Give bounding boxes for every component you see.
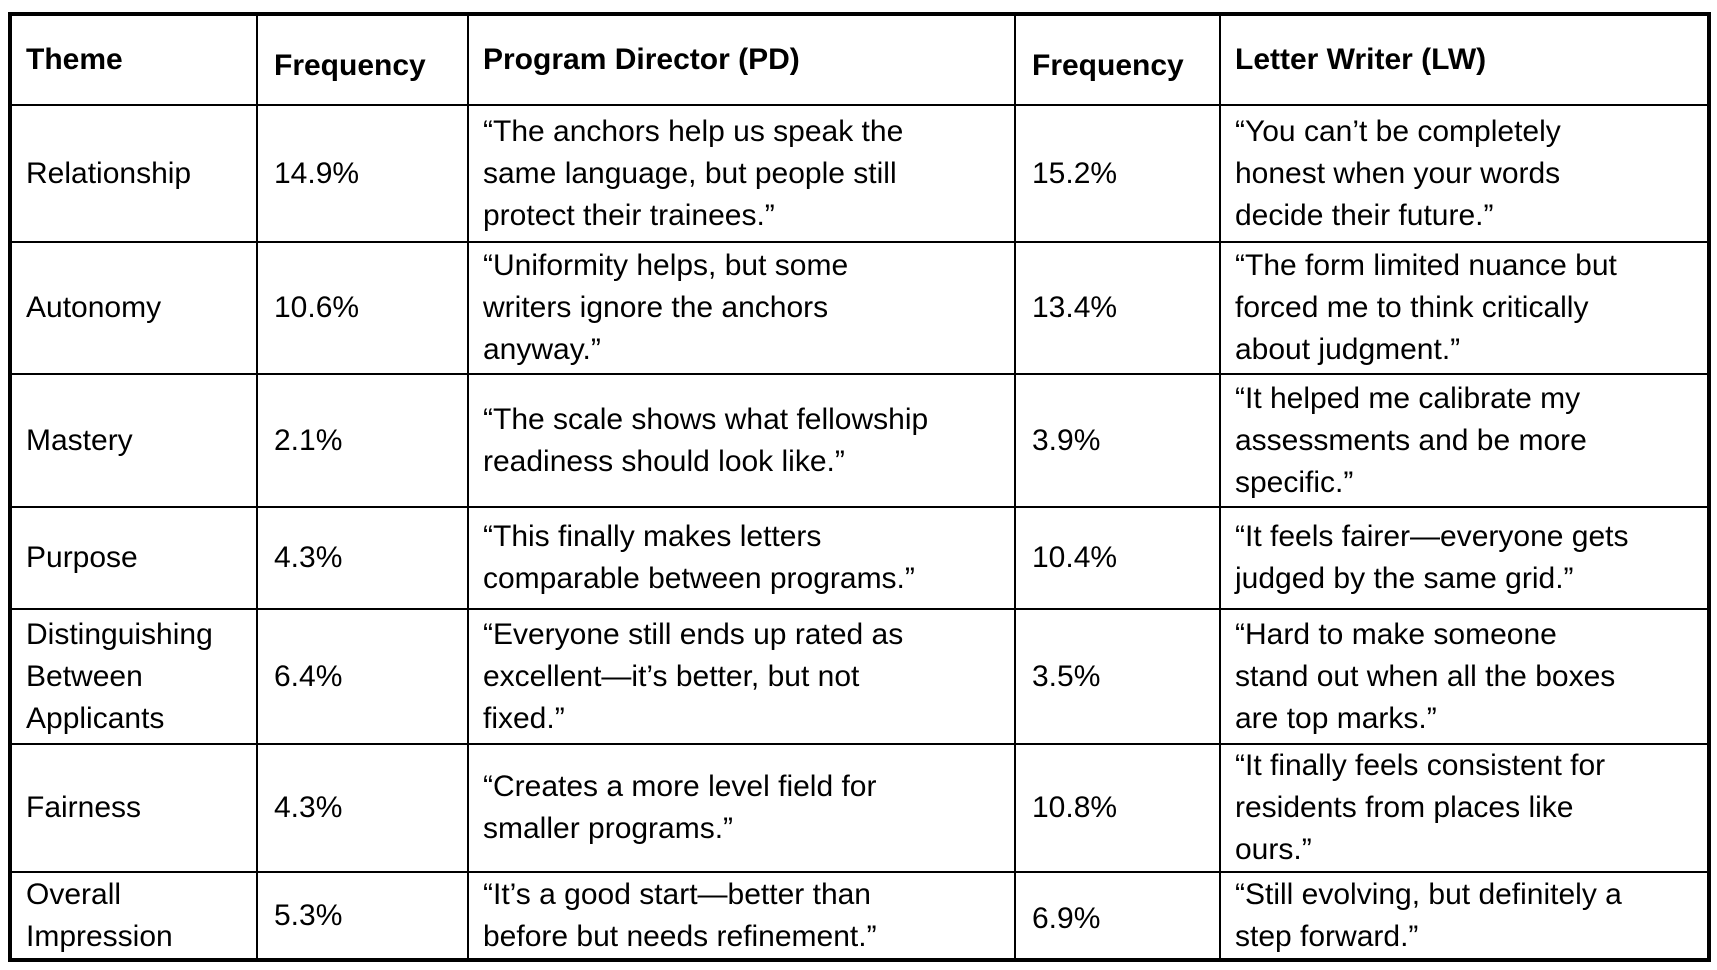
table-row-overall-impression: Overall Impression 5.3% “It’s a good sta…	[9, 871, 1710, 961]
lw-quote-cell: “It finally feels consistent for residen…	[1219, 743, 1710, 873]
lw-frequency-cell: 15.2%	[1014, 104, 1221, 243]
lw-quote-cell: “Still evolving, but definitely a step f…	[1219, 871, 1710, 961]
table-header-row: Theme Frequency Program Director (PD) Fr…	[9, 13, 1710, 106]
table-row-fairness: Fairness 4.3% “Creates a more level fiel…	[9, 743, 1710, 873]
table-row-autonomy: Autonomy 10.6% “Uniformity helps, but so…	[9, 241, 1710, 375]
pd-quote-cell: “Uniformity helps, but some writers igno…	[467, 241, 1016, 375]
pd-frequency-cell: 4.3%	[256, 506, 469, 610]
header-program-director: Program Director (PD)	[467, 13, 1016, 106]
lw-quote-cell: “It feels fairer—everyone gets judged by…	[1219, 506, 1710, 610]
pd-frequency-cell: 10.6%	[256, 241, 469, 375]
table-row-relationship: Relationship 14.9% “The anchors help us …	[9, 104, 1710, 243]
theme-cell: Autonomy	[9, 241, 258, 375]
header-letter-writer: Letter Writer (LW)	[1219, 13, 1710, 106]
theme-cell: Mastery	[9, 373, 258, 508]
themes-frequency-quotes-table: Theme Frequency Program Director (PD) Fr…	[8, 12, 1711, 962]
lw-frequency-cell: 3.9%	[1014, 373, 1221, 508]
table-row-purpose: Purpose 4.3% “This finally makes letters…	[9, 506, 1710, 610]
header-theme: Theme	[9, 13, 258, 106]
pd-frequency-cell: 2.1%	[256, 373, 469, 508]
theme-cell: Purpose	[9, 506, 258, 610]
theme-cell: Fairness	[9, 743, 258, 873]
pd-quote-cell: “Creates a more level field for smaller …	[467, 743, 1016, 873]
lw-quote-cell: “It helped me calibrate my assessments a…	[1219, 373, 1710, 508]
lw-frequency-cell: 6.9%	[1014, 871, 1221, 961]
lw-frequency-cell: 10.8%	[1014, 743, 1221, 873]
table-row-mastery: Mastery 2.1% “The scale shows what fello…	[9, 373, 1710, 508]
pd-frequency-cell: 14.9%	[256, 104, 469, 243]
pd-quote-cell: “This finally makes letters comparable b…	[467, 506, 1016, 610]
theme-cell: Overall Impression	[9, 871, 258, 961]
themes-table-container: Theme Frequency Program Director (PD) Fr…	[8, 12, 1711, 962]
pd-quote-cell: “Everyone still ends up rated as excelle…	[467, 608, 1016, 745]
pd-quote-cell: “The scale shows what fellowship readine…	[467, 373, 1016, 508]
lw-frequency-cell: 3.5%	[1014, 608, 1221, 745]
lw-quote-cell: “You can’t be completely honest when you…	[1219, 104, 1710, 243]
pd-frequency-cell: 4.3%	[256, 743, 469, 873]
header-lw-frequency: Frequency	[1014, 13, 1221, 106]
lw-quote-cell: “The form limited nuance but forced me t…	[1219, 241, 1710, 375]
pd-frequency-cell: 6.4%	[256, 608, 469, 745]
lw-frequency-cell: 13.4%	[1014, 241, 1221, 375]
header-pd-frequency: Frequency	[256, 13, 469, 106]
table-row-distinguishing-between-applicants: Distinguishing Between Applicants 6.4% “…	[9, 608, 1710, 745]
pd-quote-cell: “It’s a good start—better than before bu…	[467, 871, 1016, 961]
theme-cell: Relationship	[9, 104, 258, 243]
lw-quote-cell: “Hard to make someone stand out when all…	[1219, 608, 1710, 745]
pd-quote-cell: “The anchors help us speak the same lang…	[467, 104, 1016, 243]
theme-cell: Distinguishing Between Applicants	[9, 608, 258, 745]
pd-frequency-cell: 5.3%	[256, 871, 469, 961]
lw-frequency-cell: 10.4%	[1014, 506, 1221, 610]
